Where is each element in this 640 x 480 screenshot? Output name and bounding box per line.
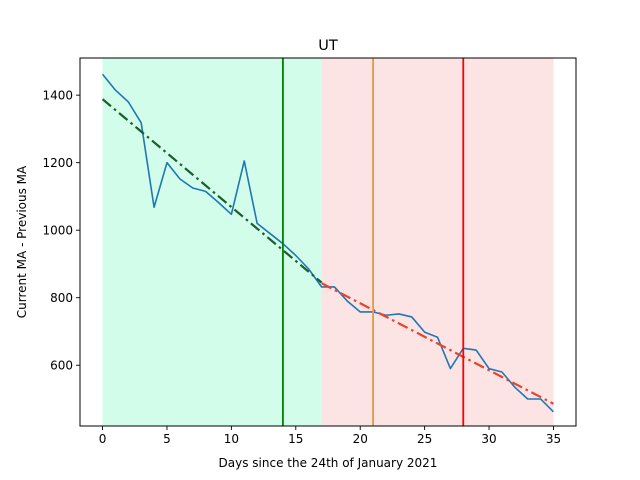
x-tick-label: 10 xyxy=(224,432,239,446)
vertical-lines xyxy=(282,58,465,426)
y-tick-label: 1400 xyxy=(42,89,73,103)
y-tick-label: 800 xyxy=(50,291,73,305)
x-axis-label: Days since the 24th of January 2021 xyxy=(219,456,438,470)
trend-line-1 xyxy=(101,98,323,284)
x-tick-label: 30 xyxy=(481,432,496,446)
y-axis-label: Current MA - Previous MA xyxy=(15,165,29,318)
x-ticks: 0 5 10 15 20 25 30 35 xyxy=(99,426,561,446)
chart-title: UT xyxy=(318,38,338,54)
x-tick-label: 0 xyxy=(99,432,107,446)
x-tick-label: 5 xyxy=(163,432,171,446)
x-tick-label: 15 xyxy=(288,432,303,446)
y-ticks: 600 800 1000 1200 1400 xyxy=(42,89,80,373)
x-tick-label: 35 xyxy=(546,432,561,446)
y-tick-label: 1200 xyxy=(42,156,73,170)
shaded-region-1 xyxy=(321,58,554,426)
x-tick-label: 25 xyxy=(417,432,432,446)
shaded-regions xyxy=(102,58,554,426)
trend-line-2 xyxy=(321,282,554,405)
series-layer xyxy=(101,73,555,413)
axes-frame xyxy=(79,57,577,427)
y-tick-label: 600 xyxy=(50,359,73,373)
x-tick-label: 20 xyxy=(353,432,368,446)
y-tick-label: 1000 xyxy=(42,224,73,238)
